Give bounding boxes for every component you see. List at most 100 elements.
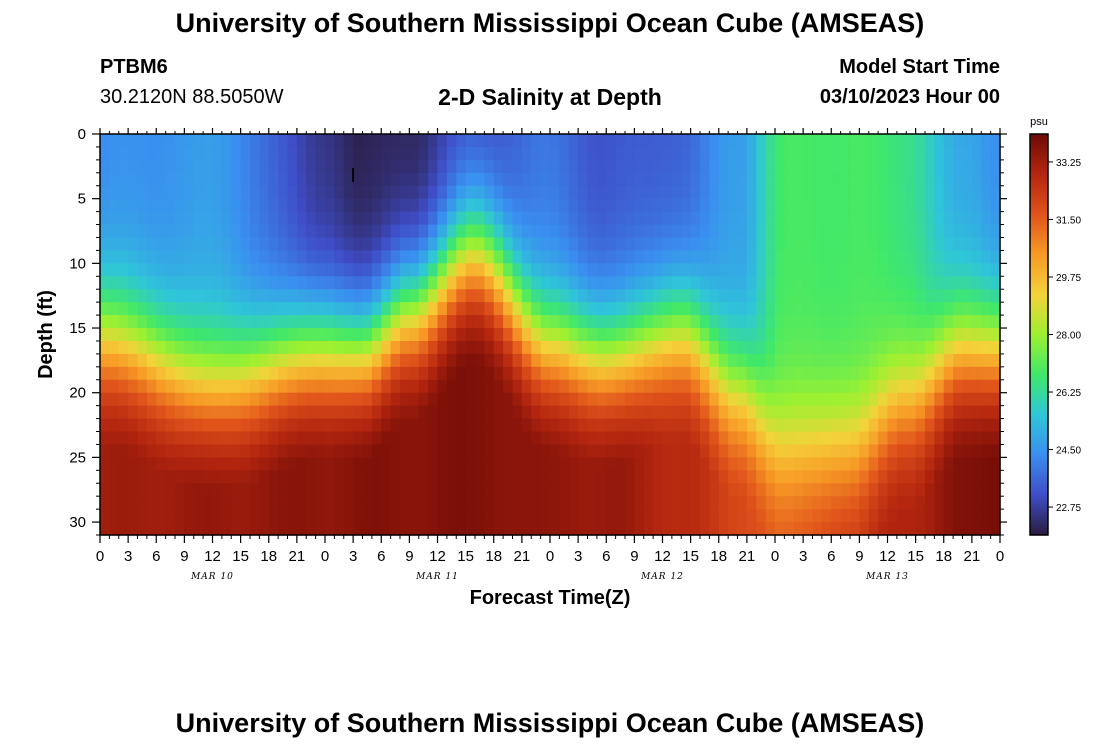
heatmap-cell — [128, 276, 139, 290]
heatmap-cell — [137, 276, 148, 290]
heatmap-cell — [193, 392, 204, 407]
heatmap-cell — [231, 185, 242, 200]
heatmap-cell — [175, 496, 185, 510]
heatmap-cell — [362, 224, 373, 239]
heatmap-cell — [475, 211, 485, 226]
heatmap-cell — [559, 185, 570, 200]
heatmap-cell — [606, 483, 617, 497]
heatmap-cell — [868, 263, 879, 277]
heatmap-cell — [728, 289, 739, 303]
heatmap-cell — [943, 366, 954, 381]
heatmap-cell — [175, 276, 185, 290]
heatmap-cell — [165, 483, 176, 497]
heatmap-cell — [718, 366, 729, 381]
heatmap-cell — [709, 146, 720, 161]
heatmap-cell — [709, 289, 720, 303]
heatmap-cell — [250, 159, 260, 174]
heatmap-cell — [531, 315, 542, 329]
heatmap-cell — [934, 522, 945, 536]
y-tick-label: 10 — [69, 255, 86, 272]
heatmap-cell — [643, 302, 654, 316]
heatmap-cell — [250, 405, 260, 420]
heatmap-cell — [709, 483, 720, 497]
heatmap-cell — [709, 198, 720, 213]
heatmap-cell — [765, 289, 776, 303]
heatmap-cell — [137, 379, 148, 394]
heatmap-cell — [362, 340, 373, 355]
heatmap-cell — [756, 146, 767, 161]
heatmap-cell — [625, 134, 635, 148]
heatmap-cell — [953, 522, 964, 536]
heatmap-cell — [709, 340, 720, 355]
heatmap-cell — [840, 302, 851, 316]
heatmap-cell — [259, 198, 270, 213]
heatmap-cell — [362, 302, 373, 316]
heatmap-cell — [550, 315, 560, 329]
heatmap-cell — [343, 353, 354, 368]
heatmap-cell — [934, 509, 945, 523]
heatmap-cell — [212, 470, 223, 484]
heatmap-cell — [156, 366, 167, 381]
heatmap-cell — [953, 366, 964, 381]
heatmap-cell — [887, 340, 898, 355]
heatmap-cell — [615, 237, 626, 252]
heatmap-cell — [484, 509, 495, 523]
heatmap-cell — [493, 172, 504, 187]
heatmap-cell — [400, 146, 410, 161]
heatmap-cell — [437, 496, 448, 510]
heatmap-cell — [193, 353, 204, 368]
heatmap-cell — [681, 444, 692, 458]
heatmap-cell — [100, 134, 110, 148]
heatmap-cell — [118, 224, 129, 239]
heatmap-cell — [221, 418, 232, 433]
heatmap-cell — [840, 405, 851, 420]
heatmap-cell — [484, 431, 495, 446]
heatmap-cell — [578, 328, 589, 342]
heatmap-cell — [756, 237, 767, 252]
heatmap-cell — [456, 289, 467, 303]
heatmap-cell — [625, 198, 635, 213]
heatmap-cell — [765, 224, 776, 239]
chart-title: 2-D Salinity at Depth — [438, 84, 662, 110]
heatmap-cell — [662, 457, 673, 471]
x-tick-label: 15 — [682, 548, 699, 565]
heatmap-cell — [690, 134, 701, 148]
heatmap-cell — [746, 315, 757, 329]
heatmap-cell — [165, 302, 176, 316]
heatmap-cell — [446, 418, 457, 433]
heatmap-cell — [400, 379, 410, 394]
heatmap-cell — [765, 185, 776, 200]
heatmap-cell — [915, 470, 926, 484]
heatmap-cell — [859, 172, 870, 187]
heatmap-cell — [475, 496, 485, 510]
heatmap-cell — [531, 276, 542, 290]
heatmap-cell — [568, 328, 579, 342]
heatmap-cell — [428, 315, 439, 329]
heatmap-cell — [765, 159, 776, 174]
heatmap-cell — [437, 328, 448, 342]
heatmap-cell — [718, 185, 729, 200]
heatmap-cell — [690, 146, 701, 161]
heatmap-cell — [971, 185, 982, 200]
heatmap-cell — [671, 302, 682, 316]
heatmap-cell — [812, 405, 823, 420]
heatmap-cell — [709, 263, 720, 277]
heatmap-cell — [653, 289, 664, 303]
heatmap-cell — [240, 418, 251, 433]
heatmap-cell — [625, 172, 635, 187]
heatmap-cell — [100, 353, 110, 368]
heatmap-cell — [278, 457, 289, 471]
heatmap-cell — [221, 522, 232, 536]
heatmap-cell — [906, 289, 917, 303]
heatmap-cell — [343, 444, 354, 458]
heatmap-cell — [550, 134, 560, 148]
heatmap-cell — [221, 185, 232, 200]
heatmap-cell — [887, 496, 898, 510]
heatmap-cell — [559, 405, 570, 420]
heatmap-cell — [971, 276, 982, 290]
heatmap-cell — [175, 172, 185, 187]
heatmap-cell — [334, 315, 345, 329]
heatmap-cell — [268, 146, 279, 161]
heatmap-cell — [784, 134, 795, 148]
heatmap-cell — [981, 198, 992, 213]
